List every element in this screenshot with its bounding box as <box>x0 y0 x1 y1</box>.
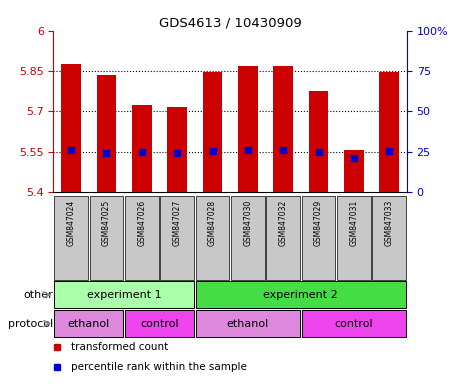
Bar <box>344 151 364 192</box>
Bar <box>309 91 328 192</box>
Bar <box>167 106 187 192</box>
Text: GSM847032: GSM847032 <box>279 200 288 246</box>
Text: GSM847025: GSM847025 <box>102 200 111 246</box>
Bar <box>372 196 406 280</box>
Text: transformed count: transformed count <box>71 342 168 352</box>
Text: ethanol: ethanol <box>227 318 269 329</box>
Text: control: control <box>140 318 179 329</box>
Bar <box>90 196 123 280</box>
Bar <box>54 196 88 280</box>
Text: GSM847030: GSM847030 <box>243 200 252 247</box>
Bar <box>196 310 300 337</box>
Bar <box>196 281 406 308</box>
Bar <box>196 196 229 280</box>
Bar <box>125 310 194 337</box>
Text: GSM847024: GSM847024 <box>66 200 76 246</box>
Bar <box>97 75 116 192</box>
Text: experiment 2: experiment 2 <box>264 290 338 300</box>
Text: GSM847026: GSM847026 <box>137 200 146 246</box>
Text: other: other <box>24 290 53 300</box>
Text: ethanol: ethanol <box>68 318 110 329</box>
Bar <box>238 66 258 192</box>
Text: protocol: protocol <box>8 318 53 329</box>
Bar <box>379 73 399 192</box>
Bar <box>266 196 300 280</box>
Text: GSM847028: GSM847028 <box>208 200 217 246</box>
Bar <box>273 66 293 192</box>
Text: GSM847029: GSM847029 <box>314 200 323 246</box>
Text: GSM847033: GSM847033 <box>385 200 394 247</box>
Bar <box>132 105 152 192</box>
Bar <box>337 196 371 280</box>
Bar <box>231 196 265 280</box>
Bar <box>203 73 222 192</box>
Bar <box>125 196 159 280</box>
Bar <box>160 196 194 280</box>
Bar <box>61 64 81 192</box>
Title: GDS4613 / 10430909: GDS4613 / 10430909 <box>159 17 301 30</box>
Text: percentile rank within the sample: percentile rank within the sample <box>71 362 247 372</box>
Text: GSM847031: GSM847031 <box>349 200 359 246</box>
Bar <box>302 310 406 337</box>
Text: control: control <box>334 318 373 329</box>
Text: GSM847027: GSM847027 <box>173 200 182 246</box>
Bar <box>54 281 194 308</box>
Text: experiment 1: experiment 1 <box>87 290 161 300</box>
Bar <box>302 196 335 280</box>
Bar <box>54 310 123 337</box>
